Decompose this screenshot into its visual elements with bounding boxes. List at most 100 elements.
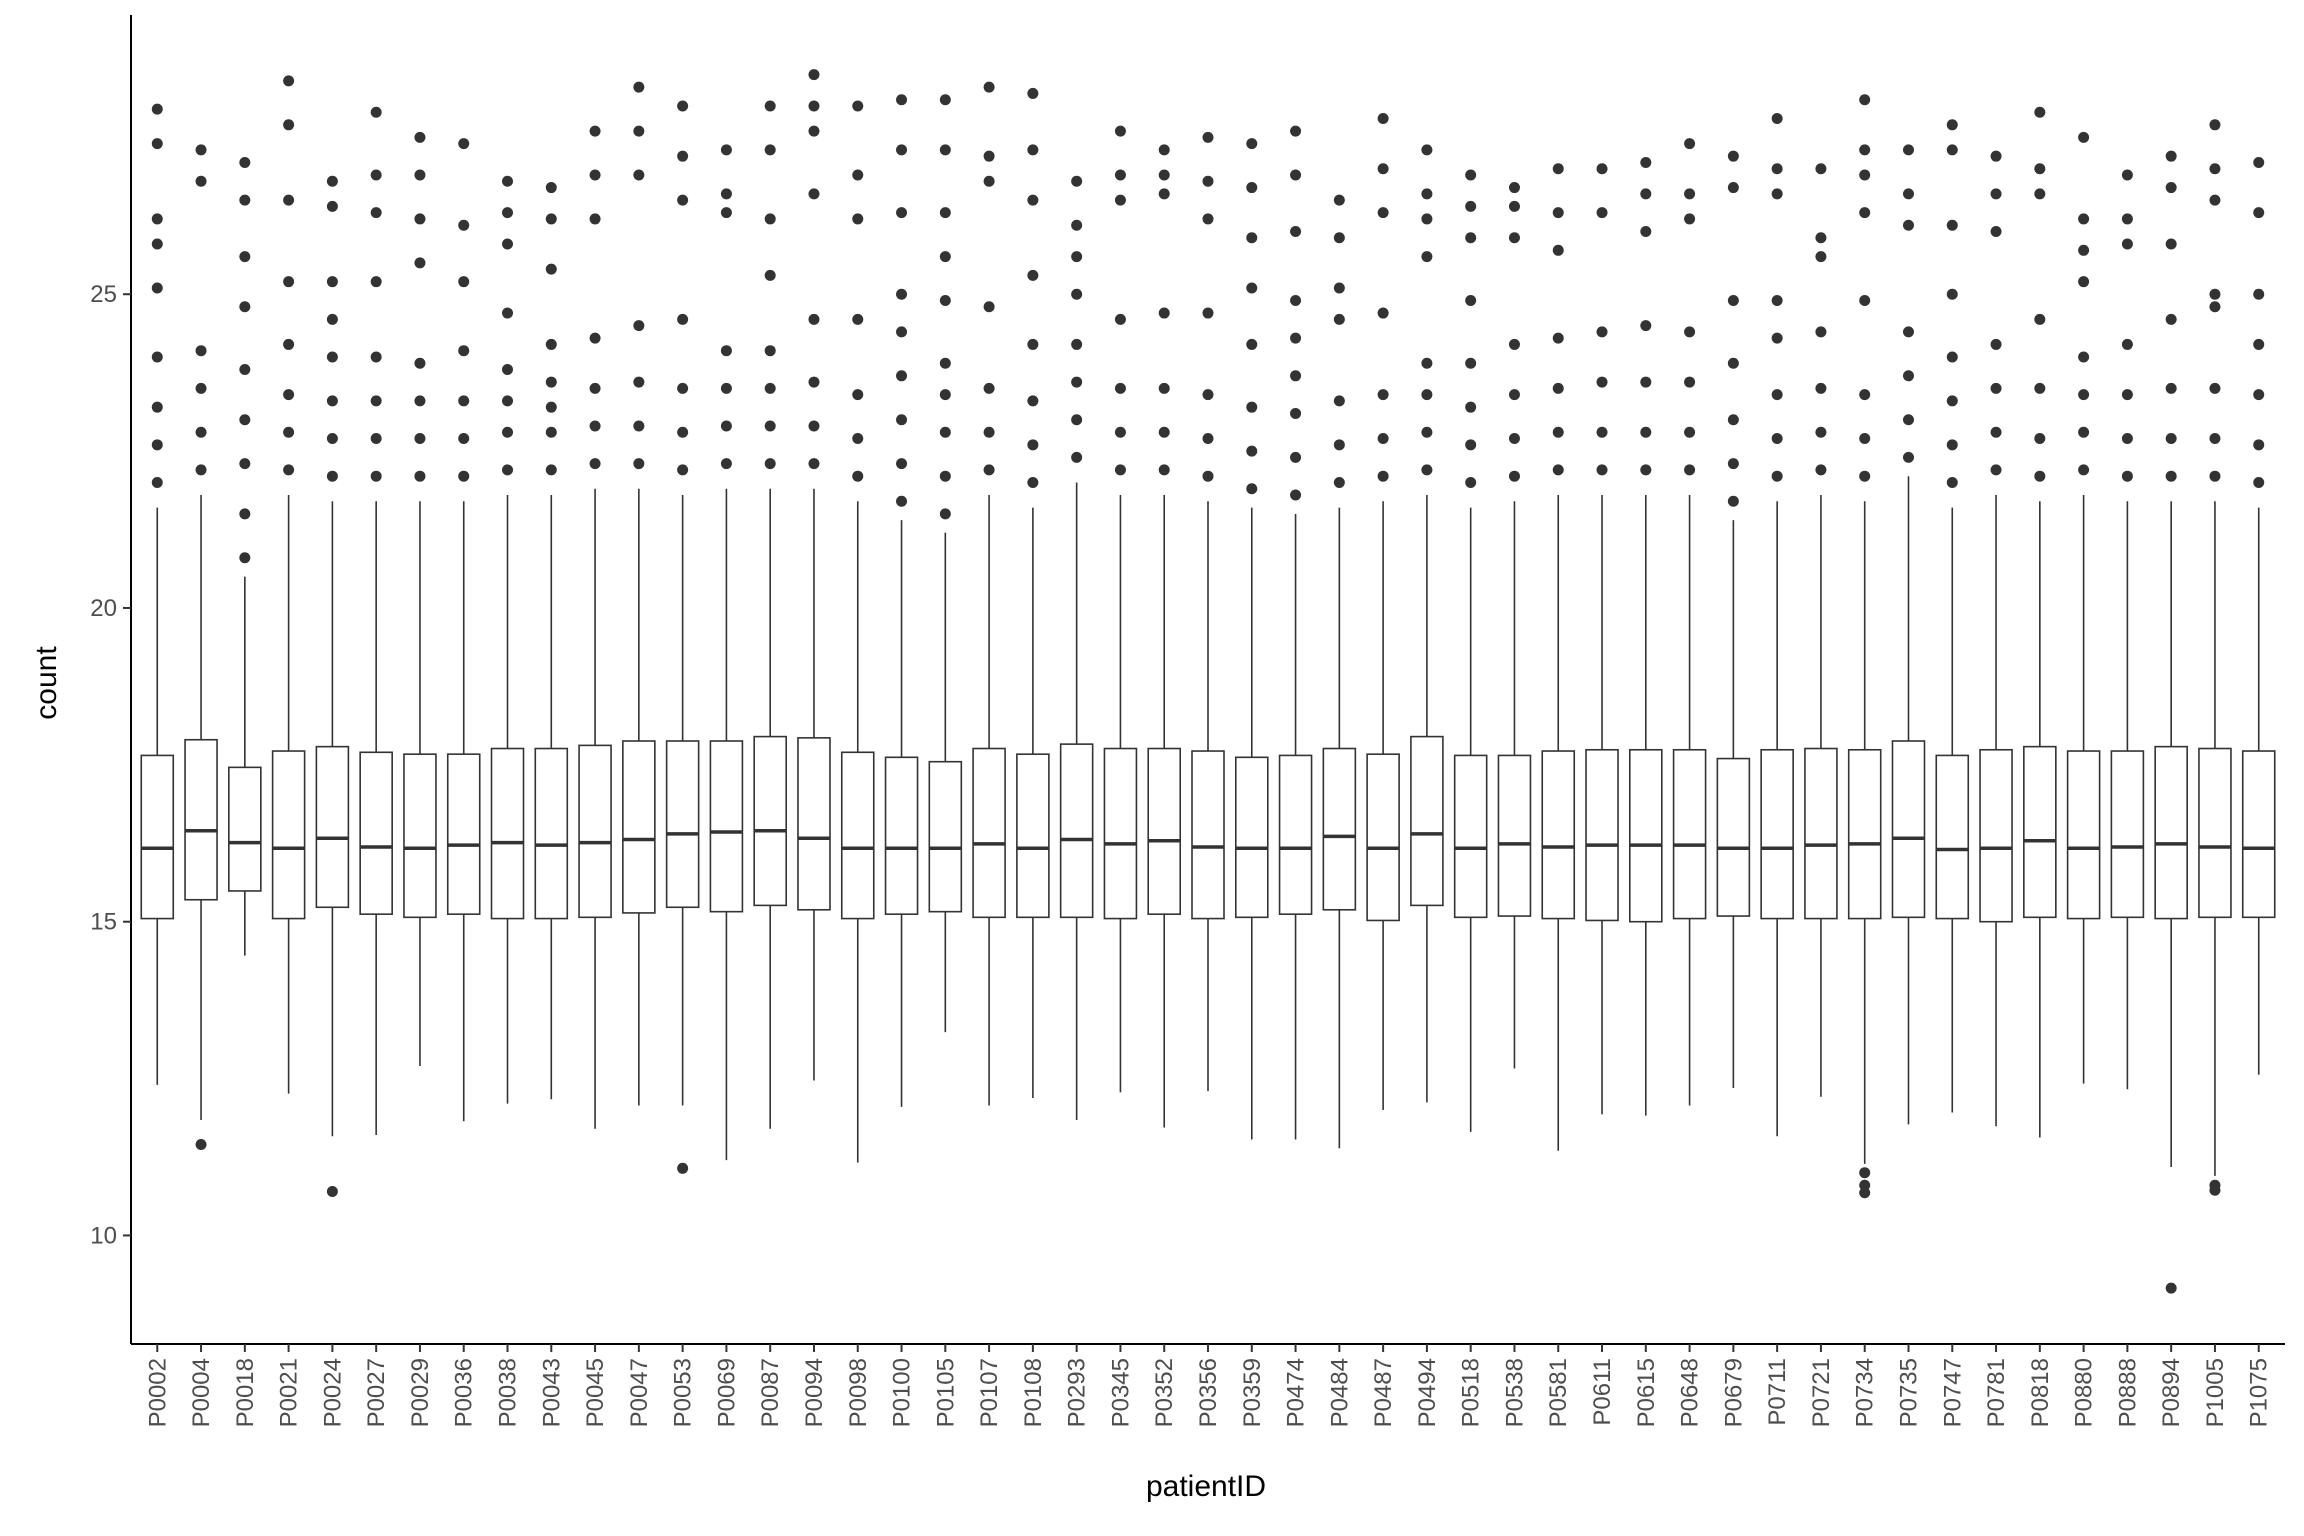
outlier xyxy=(2078,389,2090,401)
outlier xyxy=(1771,389,1783,401)
outlier xyxy=(1640,188,1652,200)
outlier xyxy=(1640,320,1652,332)
outlier xyxy=(2209,194,2221,206)
outlier xyxy=(677,313,689,325)
box xyxy=(1541,750,1576,920)
outlier xyxy=(1552,464,1564,476)
outlier xyxy=(1596,426,1608,438)
outlier xyxy=(1508,433,1520,445)
outlier xyxy=(151,476,163,488)
outlier xyxy=(1246,282,1258,294)
outlier xyxy=(195,175,207,187)
outlier xyxy=(764,213,776,225)
outlier xyxy=(1071,175,1083,187)
x-tick-label: P0894 xyxy=(2158,1358,2185,1427)
outlier xyxy=(283,464,295,476)
x-tick-label: P0474 xyxy=(1283,1358,1310,1427)
box xyxy=(2241,750,2276,919)
outlier xyxy=(896,458,908,470)
outlier xyxy=(1246,401,1258,413)
outlier xyxy=(2253,207,2265,219)
box xyxy=(1322,747,1357,911)
box xyxy=(534,747,569,920)
outlier xyxy=(1421,251,1433,263)
outlier xyxy=(370,106,382,118)
outlier xyxy=(1859,207,1871,219)
outlier xyxy=(1202,307,1214,319)
box xyxy=(884,756,919,915)
outlier xyxy=(983,81,995,93)
outlier xyxy=(764,100,776,112)
outlier xyxy=(1727,357,1739,369)
outlier xyxy=(1158,426,1170,438)
outlier xyxy=(852,389,864,401)
outlier xyxy=(1465,169,1477,181)
box xyxy=(1453,754,1488,919)
outlier xyxy=(1071,219,1083,231)
outlier xyxy=(1990,188,2002,200)
outlier xyxy=(1333,476,1345,488)
outlier xyxy=(1114,426,1126,438)
outlier xyxy=(589,332,601,344)
outlier xyxy=(939,470,951,482)
outlier xyxy=(502,175,514,187)
x-tick-label: P0047 xyxy=(626,1358,653,1427)
outlier xyxy=(1377,307,1389,319)
outlier xyxy=(151,138,163,150)
outlier xyxy=(326,351,338,363)
box xyxy=(1847,748,1882,920)
outlier xyxy=(1771,332,1783,344)
outlier xyxy=(677,100,689,112)
outlier xyxy=(2253,156,2265,168)
outlier xyxy=(1333,232,1345,244)
box xyxy=(1760,748,1794,920)
outlier xyxy=(808,420,820,432)
outlier xyxy=(283,75,295,87)
outlier xyxy=(1290,451,1302,463)
outlier xyxy=(414,433,426,445)
outlier xyxy=(1114,464,1126,476)
x-tick-label: P0345 xyxy=(1107,1358,1134,1427)
box xyxy=(1891,740,1926,919)
outlier xyxy=(1027,269,1039,281)
outlier xyxy=(2121,389,2133,401)
x-tick-label: P0538 xyxy=(1501,1358,1528,1427)
outlier xyxy=(983,150,995,162)
box xyxy=(1672,748,1707,920)
outlier xyxy=(1990,382,2002,394)
outlier xyxy=(2209,163,2221,175)
outlier xyxy=(151,213,163,225)
outlier xyxy=(2165,470,2177,482)
outlier xyxy=(677,194,689,206)
outlier xyxy=(1465,476,1477,488)
x-tick-label: P0352 xyxy=(1151,1358,1178,1427)
outlier xyxy=(2034,313,2046,325)
outlier xyxy=(896,495,908,507)
outlier xyxy=(2034,382,2046,394)
outlier xyxy=(239,156,251,168)
outlier xyxy=(1508,232,1520,244)
box xyxy=(1497,754,1532,917)
outlier xyxy=(1859,1167,1871,1179)
outlier xyxy=(1946,439,1958,451)
x-tick-label: P0487 xyxy=(1370,1358,1397,1427)
outlier xyxy=(2165,433,2177,445)
box xyxy=(753,735,787,907)
outlier xyxy=(2121,433,2133,445)
outlier xyxy=(2078,464,2090,476)
outlier xyxy=(1552,244,1564,256)
outlier xyxy=(2121,338,2133,350)
box xyxy=(2023,745,2057,919)
outlier xyxy=(2078,213,2090,225)
x-tick-label: P0018 xyxy=(232,1358,259,1427)
outlier xyxy=(983,382,995,394)
outlier xyxy=(326,200,338,212)
outlier xyxy=(2078,131,2090,143)
outlier xyxy=(1902,188,1914,200)
outlier xyxy=(1202,470,1214,482)
x-tick-label: P0100 xyxy=(889,1358,916,1427)
outlier xyxy=(1684,213,1696,225)
x-tick-label: P0105 xyxy=(932,1358,959,1427)
x-tick-label: P0087 xyxy=(757,1358,784,1427)
x-tick-label: P0359 xyxy=(1239,1358,1266,1427)
